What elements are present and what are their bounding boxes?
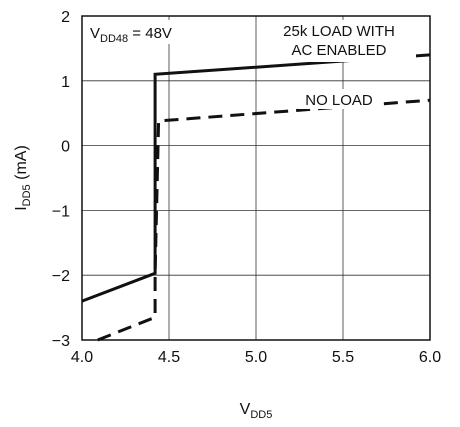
x-axis-label-sub: DD5 — [250, 409, 272, 421]
y-axis-label: IDD5 (mA) — [13, 145, 33, 211]
y-axis-label-main: I — [13, 206, 30, 210]
series-line-25k-load — [81, 53, 431, 303]
plot-frame — [81, 15, 431, 341]
solid-series-label-bg — [262, 20, 416, 62]
x-tick-label: 5.0 — [245, 349, 267, 366]
y-tick-label: 1 — [61, 74, 70, 91]
y-tick-label: −2 — [52, 268, 70, 285]
data-series — [81, 53, 431, 342]
solid-series-label-line1: 25k LOAD WITH — [283, 23, 395, 40]
tick-labels: 4.0 4.5 5.0 5.5 6.0 2 1 0 −1 −2 −3 — [52, 9, 441, 366]
y-tick-label: 0 — [61, 139, 70, 156]
x-tick-label: 5.5 — [332, 349, 354, 366]
condition-sub: DD48 — [100, 33, 128, 45]
solid-series-label-line2: AC ENABLED — [291, 42, 386, 59]
grid-lines — [82, 16, 430, 340]
y-axis-label-suffix: (mA) — [13, 145, 30, 184]
dashed-series-label-bg — [298, 89, 380, 109]
condition-main: V — [90, 25, 100, 42]
y-tick-label: −3 — [52, 333, 70, 350]
condition-label: VDD48 = 48V — [90, 25, 172, 45]
y-tick-label: 2 — [61, 9, 70, 26]
x-axis-label: VDD5 — [240, 401, 273, 421]
y-axis-label-sub: DD5 — [21, 184, 33, 206]
dashed-series-label: NO LOAD — [305, 92, 373, 109]
x-tick-label: 4.0 — [71, 349, 93, 366]
y-tick-label: −1 — [52, 203, 70, 220]
x-tick-label: 4.5 — [158, 349, 180, 366]
condition-label-bg — [86, 20, 194, 44]
x-axis-label-main: V — [240, 401, 251, 418]
x-tick-label: 6.0 — [419, 349, 441, 366]
condition-suffix: = 48V — [128, 25, 172, 42]
